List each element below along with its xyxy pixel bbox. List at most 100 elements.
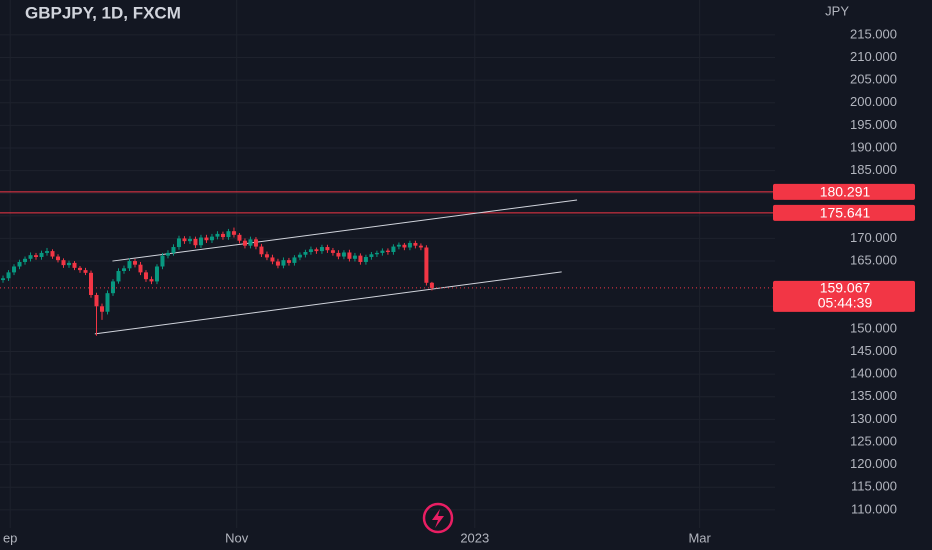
y-tick-label: 135.000 (850, 388, 897, 403)
y-tick-label: 145.000 (850, 343, 897, 358)
y-tick-label: 215.000 (850, 26, 897, 41)
y-tick-label: 115.000 (851, 479, 897, 494)
price-level-label: 175.641 (820, 205, 871, 221)
candle-body (391, 246, 396, 253)
candle-body (358, 255, 363, 262)
candle-body (363, 256, 368, 262)
candle-body (149, 279, 154, 282)
y-tick-label: 110.000 (851, 501, 897, 516)
candle-body (253, 239, 258, 247)
candle-body (99, 306, 104, 312)
candle-body (396, 244, 401, 247)
candle-body (116, 271, 121, 282)
x-tick-label: Mar (688, 530, 711, 545)
candle-body (6, 272, 11, 279)
x-tick-label: ep (3, 530, 17, 545)
countdown: 05:44:39 (818, 295, 873, 311)
candle-body (143, 272, 148, 280)
candle-body (297, 254, 302, 258)
price-level-label: 180.291 (820, 184, 871, 200)
y-tick-label: 210.000 (850, 49, 897, 64)
candle-body (231, 231, 236, 235)
y-unit: JPY (825, 3, 849, 18)
candle-body (1, 278, 6, 281)
last-price-label: 159.067 (820, 280, 871, 296)
candle-body (154, 266, 159, 282)
candle-body (23, 258, 28, 262)
candle-body (402, 244, 407, 248)
candle-body (193, 238, 198, 246)
candle-body (259, 246, 264, 255)
y-tick-label: 195.000 (850, 117, 897, 132)
candle-body (341, 252, 346, 257)
candle-body (275, 261, 280, 266)
trend-line (94, 271, 562, 335)
y-tick-label: 170.000 (850, 230, 897, 245)
candle-body (204, 237, 209, 241)
candle-body (314, 249, 319, 252)
candle-body (248, 239, 253, 246)
candle-body (281, 260, 286, 266)
y-tick-label: 140.000 (850, 366, 897, 381)
candle-body (72, 262, 77, 268)
candle-body (110, 281, 115, 294)
candle-body (67, 262, 72, 266)
candle-body (292, 257, 297, 263)
y-tick-label: 130.000 (850, 411, 897, 426)
logo (422, 502, 454, 534)
x-tick-label: Nov (225, 530, 249, 545)
candle-body (187, 238, 192, 242)
candle-body (39, 252, 44, 257)
candle-body (418, 245, 423, 248)
candle-body (319, 247, 324, 252)
candle-body (237, 234, 242, 241)
candle-body (380, 250, 385, 253)
candle-body (78, 267, 83, 271)
candle-body (105, 293, 110, 312)
candle-body (45, 251, 50, 253)
candle-body (352, 255, 357, 259)
last-price-label-bg (773, 280, 915, 312)
candle-body (264, 254, 269, 258)
candle-body (303, 252, 308, 255)
candle-body (83, 270, 88, 273)
candle-body (127, 261, 132, 269)
candle-body (429, 282, 434, 288)
candle-body (286, 260, 291, 263)
y-tick-label: 185.000 (850, 162, 897, 177)
price-level-label-bg (773, 204, 915, 221)
chart-title: GBPJPY, 1D, FXCM (25, 3, 181, 22)
candle-body (336, 252, 341, 257)
trend-line (112, 199, 578, 262)
candle-body (176, 238, 181, 248)
candle-body (138, 264, 143, 273)
candle-body (56, 256, 61, 261)
candle-body (209, 236, 214, 241)
candle-body (94, 294, 99, 307)
candle-body (61, 260, 66, 266)
y-tick-label: 125.000 (850, 433, 897, 448)
candle-body (325, 247, 330, 251)
candle-body (220, 233, 225, 238)
candle-body (34, 255, 39, 257)
candle-body (28, 255, 33, 259)
candle-body (165, 252, 170, 256)
candle-body (424, 247, 429, 283)
candle-body (17, 261, 22, 267)
y-tick-label: 165.000 (850, 252, 897, 267)
candle-body (385, 250, 390, 253)
y-tick-label: 150.000 (850, 320, 897, 335)
candle-body (407, 242, 412, 248)
candle-body (347, 252, 352, 259)
y-tick-label: 120.000 (850, 456, 897, 471)
candle-body (198, 237, 203, 246)
candle-body (270, 257, 275, 262)
candle-body (121, 268, 126, 272)
candle-body (182, 238, 187, 242)
candle-body (413, 242, 418, 246)
candle-body (226, 231, 231, 238)
price-level-label-bg (773, 183, 915, 200)
candle-body (330, 250, 335, 253)
